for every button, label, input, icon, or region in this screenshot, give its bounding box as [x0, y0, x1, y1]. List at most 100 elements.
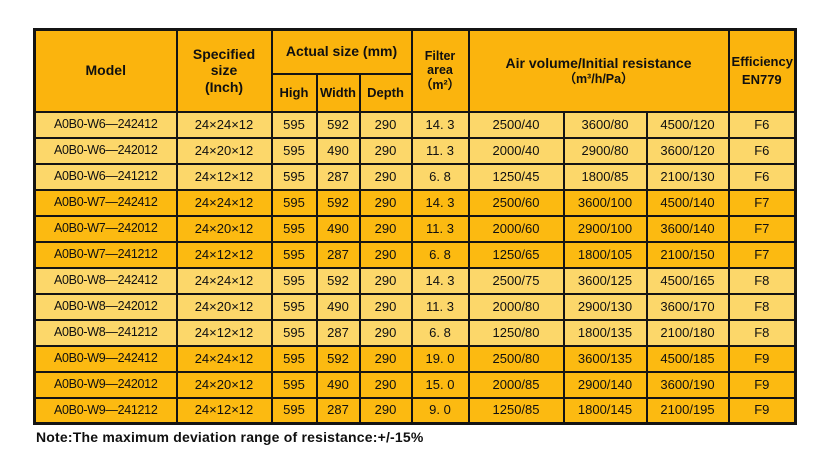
cell-model: A0B0-W7—241212 — [33, 240, 178, 269]
cell-specified-size: 24×20×12 — [175, 136, 273, 165]
cell-width: 490 — [315, 214, 361, 243]
cell-filter-area: 15. 0 — [410, 370, 470, 399]
cell-air-volume-2: 2900/130 — [562, 292, 648, 321]
cell-specified-size: 24×12×12 — [175, 396, 273, 425]
cell-filter-area: 14. 3 — [410, 188, 470, 217]
header-efficiency-label: Efficiency — [731, 54, 793, 70]
cell-air-volume-1: 1250/45 — [467, 162, 565, 191]
cell-efficiency: F8 — [727, 292, 797, 321]
cell-efficiency: F8 — [727, 318, 797, 347]
table-row: A0B0-W9—241212 24×12×12 595 287 290 9. 0 1250/… — [33, 396, 797, 425]
cell-filter-area: 11. 3 — [410, 136, 470, 165]
cell-high: 595 — [270, 136, 318, 165]
header-filter-area-unit: （m²） — [419, 78, 461, 93]
cell-high: 595 — [270, 240, 318, 269]
cell-air-volume-3: 3600/170 — [645, 292, 730, 321]
header-efficiency: Efficiency EN779 — [727, 28, 797, 113]
cell-efficiency: F6 — [727, 110, 797, 139]
cell-efficiency: F7 — [727, 188, 797, 217]
cell-air-volume-3: 4500/120 — [645, 110, 730, 139]
cell-high: 595 — [270, 266, 318, 295]
cell-filter-area: 11. 3 — [410, 292, 470, 321]
cell-air-volume-3: 3600/140 — [645, 214, 730, 243]
cell-air-volume-3: 2100/130 — [645, 162, 730, 191]
cell-efficiency: F9 — [727, 370, 797, 399]
cell-model: A0B0-W7—242012 — [33, 214, 178, 243]
cell-air-volume-1: 2000/85 — [467, 370, 565, 399]
cell-air-volume-3: 2100/195 — [645, 396, 730, 425]
header-air-volume-unit: （m³/h/Pa） — [563, 71, 634, 86]
header-filter-area: Filter area （m²） — [410, 28, 470, 113]
cell-model: A0B0-W8—241212 — [33, 318, 178, 347]
header-specified-size-unit: (Inch) — [204, 79, 244, 96]
table-header: Model Specified size (Inch) Actual size … — [33, 28, 797, 113]
cell-high: 595 — [270, 396, 318, 425]
cell-depth: 290 — [358, 188, 413, 217]
cell-model: A0B0-W6—242412 — [33, 110, 178, 139]
cell-depth: 290 — [358, 266, 413, 295]
table-row: A0B0-W6—242412 24×24×12 595 592 290 14. 3 2500… — [33, 110, 797, 139]
cell-specified-size: 24×24×12 — [175, 110, 273, 139]
cell-model: A0B0-W8—242412 — [33, 266, 178, 295]
header-air-volume: Air volume/Initial resistance （m³/h/Pa） — [467, 28, 730, 113]
table-row: A0B0-W9—242412 24×24×12 595 592 290 19. 0 2500… — [33, 344, 797, 373]
cell-air-volume-1: 2500/80 — [467, 344, 565, 373]
cell-air-volume-3: 3600/120 — [645, 136, 730, 165]
cell-efficiency: F7 — [727, 214, 797, 243]
header-width: Width — [315, 72, 361, 113]
header-specified-size: Specified size (Inch) — [175, 28, 273, 113]
cell-air-volume-2: 1800/85 — [562, 162, 648, 191]
resistance-note: Note:The maximum deviation range of resi… — [36, 429, 424, 445]
table-row: A0B0-W8—242012 24×20×12 595 490 290 11. 3 2000… — [33, 292, 797, 321]
header-filter-area-line2: area — [427, 63, 453, 78]
header-specified-size-label: Specified size — [192, 45, 256, 79]
cell-air-volume-1: 1250/80 — [467, 318, 565, 347]
cell-width: 287 — [315, 240, 361, 269]
cell-high: 595 — [270, 344, 318, 373]
table-body: A0B0-W6—242412 24×24×12 595 592 290 14. 3 2500… — [33, 110, 797, 425]
cell-air-volume-3: 4500/165 — [645, 266, 730, 295]
cell-specified-size: 24×12×12 — [175, 162, 273, 191]
cell-specified-size: 24×24×12 — [175, 188, 273, 217]
cell-specified-size: 24×20×12 — [175, 214, 273, 243]
cell-air-volume-3: 3600/190 — [645, 370, 730, 399]
cell-model: A0B0-W8—242012 — [33, 292, 178, 321]
cell-air-volume-2: 1800/145 — [562, 396, 648, 425]
cell-width: 490 — [315, 292, 361, 321]
cell-high: 595 — [270, 188, 318, 217]
cell-depth: 290 — [358, 370, 413, 399]
cell-model: A0B0-W9—241212 — [33, 396, 178, 425]
table-row: A0B0-W8—242412 24×24×12 595 592 290 14. 3 2500… — [33, 266, 797, 295]
cell-efficiency: F6 — [727, 162, 797, 191]
cell-width: 592 — [315, 110, 361, 139]
cell-width: 592 — [315, 188, 361, 217]
cell-high: 595 — [270, 370, 318, 399]
cell-air-volume-1: 2500/75 — [467, 266, 565, 295]
cell-high: 595 — [270, 318, 318, 347]
cell-high: 595 — [270, 292, 318, 321]
table-row: A0B0-W6—241212 24×12×12 595 287 290 6. 8 1250/… — [33, 162, 797, 191]
cell-filter-area: 19. 0 — [410, 344, 470, 373]
cell-efficiency: F6 — [727, 136, 797, 165]
table-row: A0B0-W8—241212 24×12×12 595 287 290 6. 8 1250/… — [33, 318, 797, 347]
cell-depth: 290 — [358, 240, 413, 269]
table-row: A0B0-W9—242012 24×20×12 595 490 290 15. 0 2000… — [33, 370, 797, 399]
cell-specified-size: 24×24×12 — [175, 266, 273, 295]
cell-air-volume-2: 2900/80 — [562, 136, 648, 165]
table-row: A0B0-W7—242412 24×24×12 595 592 290 14. 3 2500… — [33, 188, 797, 217]
cell-air-volume-3: 4500/185 — [645, 344, 730, 373]
cell-high: 595 — [270, 214, 318, 243]
header-air-volume-label: Air volume/Initial resistance — [505, 54, 692, 71]
cell-air-volume-2: 3600/80 — [562, 110, 648, 139]
table-row: A0B0-W7—241212 24×12×12 595 287 290 6. 8 1250/… — [33, 240, 797, 269]
cell-model: A0B0-W9—242012 — [33, 370, 178, 399]
cell-width: 592 — [315, 344, 361, 373]
cell-air-volume-1: 2500/60 — [467, 188, 565, 217]
cell-depth: 290 — [358, 318, 413, 347]
cell-model: A0B0-W9—242412 — [33, 344, 178, 373]
cell-filter-area: 14. 3 — [410, 266, 470, 295]
cell-air-volume-1: 1250/65 — [467, 240, 565, 269]
cell-air-volume-3: 4500/140 — [645, 188, 730, 217]
cell-air-volume-2: 1800/105 — [562, 240, 648, 269]
cell-air-volume-1: 2000/40 — [467, 136, 565, 165]
